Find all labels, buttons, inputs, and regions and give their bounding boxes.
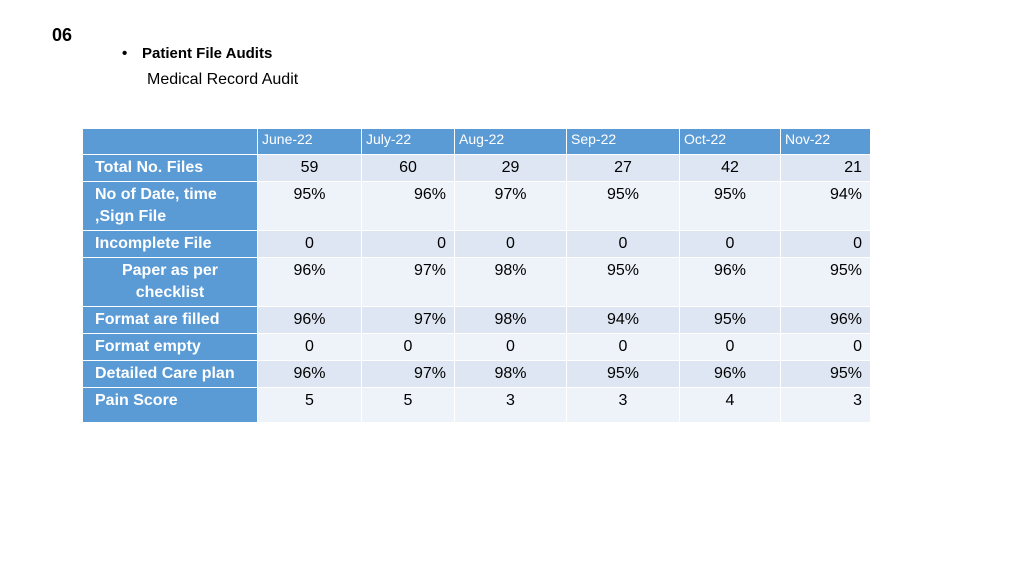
- table-cell: 98%: [454, 360, 567, 388]
- table-cell: 0: [257, 333, 362, 361]
- table-cell: 95%: [780, 360, 871, 388]
- table-cell: 95%: [780, 257, 871, 307]
- table-cell: 95%: [679, 306, 781, 334]
- table-cell: 94%: [566, 306, 680, 334]
- column-header: Oct-22: [679, 128, 781, 155]
- row-label: Total No. Files: [82, 154, 258, 182]
- table-cell: 27: [566, 154, 680, 182]
- table-row: Incomplete File 0 0 0 0 0 0: [82, 230, 871, 258]
- table-cell: 3: [566, 387, 680, 423]
- table-cell: 95%: [566, 181, 680, 231]
- column-header: July-22: [361, 128, 455, 155]
- row-label: Pain Score: [82, 387, 258, 423]
- table-cell: 0: [780, 230, 871, 258]
- table-cell: 0: [780, 333, 871, 361]
- table-cell: 60: [361, 154, 455, 182]
- table-cell: 97%: [361, 257, 455, 307]
- row-label: Format empty: [82, 333, 258, 361]
- bullet-icon: •: [122, 45, 128, 62]
- table-cell: 59: [257, 154, 362, 182]
- table-cell: 96%: [257, 360, 362, 388]
- table-row: Detailed Care plan 96% 97% 98% 95% 96% 9…: [82, 360, 871, 388]
- table-cell: 96%: [257, 257, 362, 307]
- table-cell: 97%: [361, 360, 455, 388]
- column-header: June-22: [257, 128, 362, 155]
- row-label: Detailed Care plan: [82, 360, 258, 388]
- table-cell: 95%: [566, 360, 680, 388]
- table-cell: 3: [454, 387, 567, 423]
- table-cell: 0: [257, 230, 362, 258]
- table-cell: 98%: [454, 257, 567, 307]
- row-label: No of Date, time ,Sign File: [82, 181, 258, 231]
- slide-number: 06: [52, 25, 73, 45]
- table-cell: 0: [361, 333, 455, 361]
- header-corner-cell: [82, 128, 258, 155]
- column-header: Nov-22: [780, 128, 871, 155]
- table-cell: 42: [679, 154, 781, 182]
- table-cell: 0: [679, 333, 781, 361]
- table-cell: 96%: [780, 306, 871, 334]
- table-cell: 95%: [679, 181, 781, 231]
- audit-table: June-22 July-22 Aug-22 Sep-22 Oct-22 Nov…: [82, 128, 871, 423]
- table-cell: 96%: [257, 306, 362, 334]
- table-cell: 98%: [454, 306, 567, 334]
- table-row: Total No. Files 59 60 29 27 42 21: [82, 154, 871, 182]
- column-header: Aug-22: [454, 128, 567, 155]
- table-cell: 96%: [361, 181, 455, 231]
- table-cell: 3: [780, 387, 871, 423]
- row-label: Paper as per checklist: [82, 257, 258, 307]
- table-cell: 0: [566, 230, 680, 258]
- table-cell: 97%: [454, 181, 567, 231]
- table-cell: 94%: [780, 181, 871, 231]
- subtitle: Medical Record Audit: [147, 71, 299, 88]
- table-cell: 29: [454, 154, 567, 182]
- header-row: June-22 July-22 Aug-22 Sep-22 Oct-22 Nov…: [82, 128, 871, 155]
- table-cell: 0: [679, 230, 781, 258]
- row-label: Incomplete File: [82, 230, 258, 258]
- table-cell: 97%: [361, 306, 455, 334]
- table-cell: 95%: [257, 181, 362, 231]
- table-cell: 5: [257, 387, 362, 423]
- bullet-title: Patient File Audits: [142, 45, 273, 62]
- column-header: Sep-22: [566, 128, 680, 155]
- table-cell: 0: [454, 333, 567, 361]
- table-cell: 0: [454, 230, 567, 258]
- table-cell: 5: [361, 387, 455, 423]
- table-row: Format empty 0 0 0 0 0 0: [82, 333, 871, 361]
- row-label: Format are filled: [82, 306, 258, 334]
- table-cell: 96%: [679, 360, 781, 388]
- table-row: Pain Score 5 5 3 3 4 3: [82, 387, 871, 423]
- table-row: No of Date, time ,Sign File 95% 96% 97% …: [82, 181, 871, 231]
- table-row: Format are filled 96% 97% 98% 94% 95% 96…: [82, 306, 871, 334]
- table-cell: 96%: [679, 257, 781, 307]
- table-row: Paper as per checklist 96% 97% 98% 95% 9…: [82, 257, 871, 307]
- table-cell: 4: [679, 387, 781, 423]
- table-cell: 21: [780, 154, 871, 182]
- table-cell: 0: [361, 230, 455, 258]
- table-cell: 0: [566, 333, 680, 361]
- table-cell: 95%: [566, 257, 680, 307]
- bullet-title-line: • Patient File Audits: [122, 45, 272, 62]
